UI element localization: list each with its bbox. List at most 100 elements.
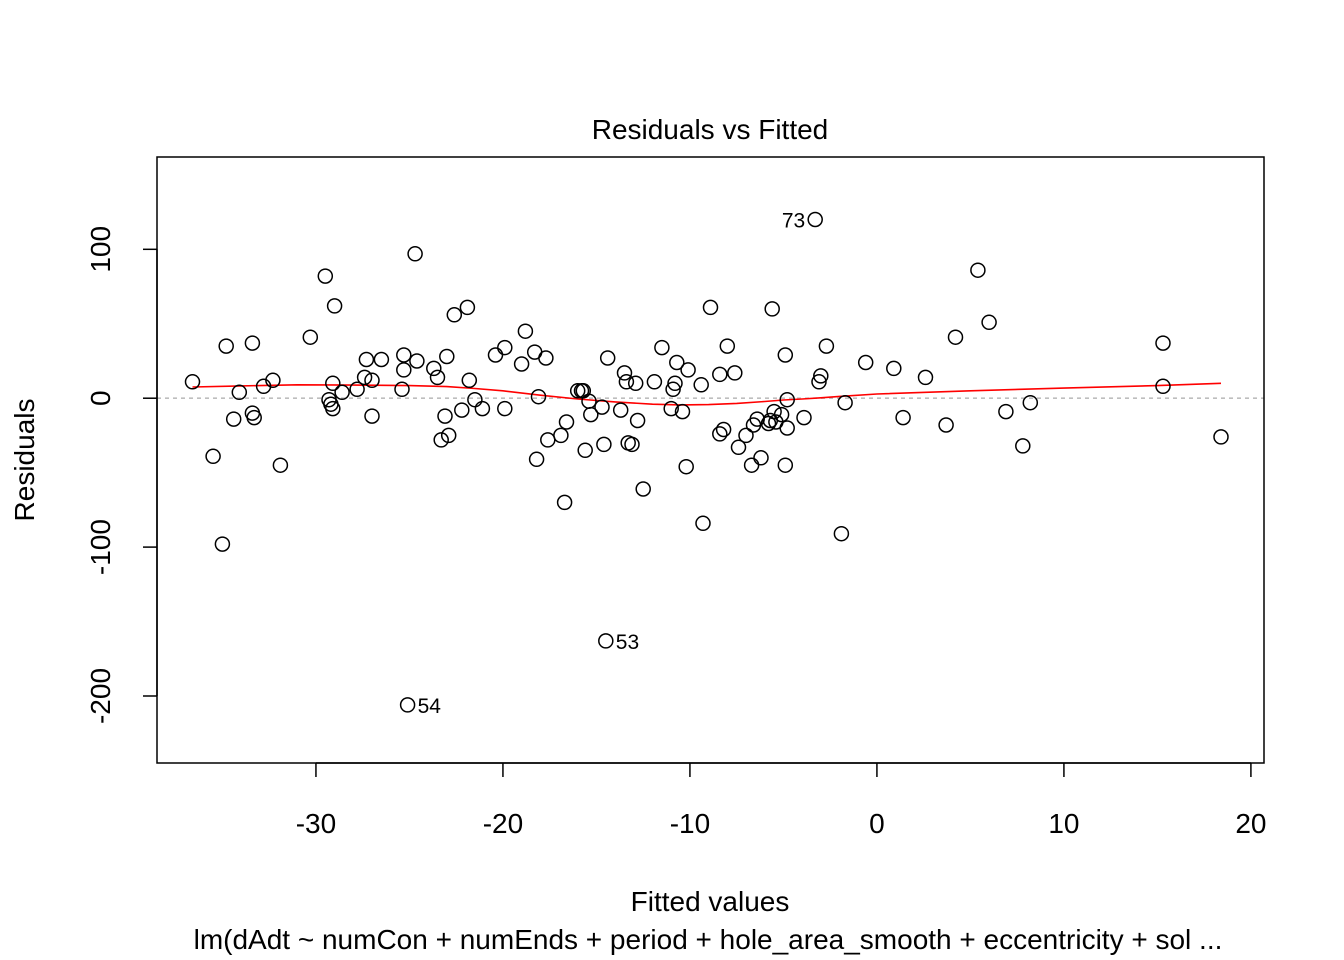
- data-point: [437, 408, 453, 424]
- data-point: [779, 420, 795, 436]
- data-point: [349, 381, 365, 398]
- data-point: [334, 384, 350, 401]
- data-point: [459, 299, 476, 316]
- x-tick-label: -30: [296, 808, 336, 839]
- x-tick-label: 0: [869, 808, 885, 839]
- plot-area: 73 54 53: [157, 210, 1264, 718]
- data-point: [399, 697, 416, 713]
- data-point: [596, 436, 612, 453]
- data-point: [837, 394, 853, 411]
- data-point: [738, 427, 754, 444]
- data-point: [1015, 438, 1031, 454]
- data-point: [695, 515, 711, 532]
- data-point: [569, 383, 586, 399]
- data-point: [796, 409, 812, 426]
- data-point: [583, 406, 599, 423]
- data-point: [558, 414, 575, 430]
- data-point: [629, 412, 646, 429]
- data-point: [693, 377, 709, 393]
- data-point: [1022, 394, 1039, 411]
- point-label: 73: [782, 210, 805, 233]
- data-point: [635, 481, 651, 497]
- x-tick-label: 20: [1235, 808, 1266, 839]
- data-point: [394, 381, 410, 398]
- data-point: [396, 362, 412, 378]
- data-point: [474, 400, 491, 417]
- data-point: [356, 369, 373, 386]
- data-point: [513, 356, 530, 372]
- data-point: [777, 347, 794, 363]
- data-point: [540, 432, 556, 448]
- y-axis-label: Residuals: [9, 399, 40, 522]
- model-formula-subtitle: lm(dAdt ~ numCon + numEnds + period + ho…: [194, 924, 1223, 955]
- data-point: [409, 353, 425, 369]
- data-point: [265, 372, 281, 389]
- data-point: [225, 411, 242, 427]
- data-point: [426, 360, 442, 377]
- data-point: [364, 408, 380, 424]
- data-point: [577, 442, 593, 459]
- data-point: [669, 354, 685, 371]
- data-point: [302, 329, 319, 345]
- data-point: [667, 375, 683, 392]
- data-point: [517, 323, 534, 339]
- data-point: [244, 335, 261, 351]
- data-point: [779, 391, 795, 408]
- data-point: [205, 448, 221, 465]
- data-point: [753, 450, 769, 466]
- data-point: [719, 338, 736, 354]
- data-point: [497, 400, 513, 417]
- x-axis: -30 -20 -10 0 10 20: [296, 762, 1266, 839]
- data-point: [454, 402, 470, 418]
- data-point: [970, 262, 986, 278]
- data-point: [715, 421, 732, 438]
- data-point: [440, 427, 457, 444]
- y-axis: -200 -100 0 100: [85, 226, 158, 724]
- chart-title: Residuals vs Fitted: [592, 114, 829, 145]
- data-point: [938, 417, 954, 433]
- data-point: [807, 211, 823, 228]
- data-point: [594, 399, 610, 415]
- data-point: [598, 633, 614, 649]
- data-point: [433, 432, 449, 448]
- data-point: [246, 409, 262, 426]
- data-point: [538, 350, 554, 366]
- data-point: [214, 536, 231, 552]
- y-tick-label: -200: [85, 668, 116, 724]
- point-label: 53: [616, 631, 639, 654]
- data-point: [396, 347, 412, 363]
- data-point: [712, 366, 728, 383]
- data-point: [317, 268, 334, 284]
- data-point: [497, 339, 513, 356]
- data-point: [407, 246, 423, 262]
- data-point: [730, 439, 747, 456]
- data-point: [487, 347, 504, 363]
- data-point: [1155, 335, 1171, 351]
- data-point: [998, 403, 1014, 420]
- data-point: [773, 406, 790, 423]
- x-tick-label: -10: [670, 808, 710, 839]
- data-point: [624, 436, 640, 453]
- data-point: [439, 348, 455, 365]
- data-point: [665, 381, 681, 398]
- data-point: [530, 388, 547, 405]
- data-point: [616, 365, 633, 381]
- plot-border: [156, 156, 1265, 764]
- data-point: [766, 403, 782, 420]
- data-point: [749, 411, 765, 427]
- data-point: [663, 400, 679, 417]
- data-point: [833, 525, 850, 542]
- data-point: [981, 314, 997, 331]
- data-point: [1155, 378, 1171, 395]
- data-point: [646, 374, 663, 390]
- data-point: [184, 374, 201, 390]
- data-point: [857, 354, 874, 371]
- data-point: [917, 369, 934, 386]
- y-tick-label: -100: [85, 519, 116, 575]
- y-tick-label: 0: [85, 390, 116, 406]
- data-point: [553, 427, 569, 444]
- data-point: [680, 362, 696, 378]
- data-point: [727, 365, 743, 381]
- data-point: [218, 338, 234, 354]
- data-point: [446, 307, 463, 323]
